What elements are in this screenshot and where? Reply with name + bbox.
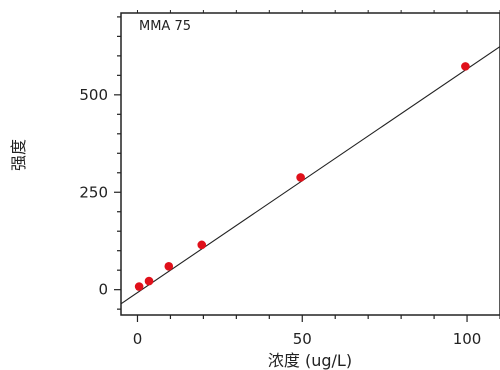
annotation-label: MMA 75 [139, 19, 191, 34]
y-axis-ticks: 0 250 500 [79, 16, 121, 310]
x-tick-label: 100 [453, 330, 482, 348]
y-tick-label: 0 [98, 281, 108, 299]
data-point [144, 276, 154, 286]
plot-frame [120, 12, 500, 316]
x-tick-label: 50 [293, 330, 312, 348]
fit-line [120, 46, 500, 305]
x-axis-ticks: 0 50 100 [133, 315, 500, 348]
fit-layer [120, 46, 500, 305]
y-tick-label: 250 [79, 183, 108, 201]
data-point [197, 240, 207, 250]
data-point [461, 62, 470, 71]
top-axis-ticks [136, 10, 500, 13]
x-tick-label: 0 [133, 330, 143, 348]
y-tick-label: 500 [79, 86, 108, 104]
y-axis-title: 强度 [9, 139, 28, 171]
points-layer [134, 62, 470, 291]
x-axis-title: 浓度 (ug/L) [268, 351, 352, 370]
data-point [134, 282, 144, 291]
data-point [296, 173, 305, 182]
data-point [164, 261, 174, 271]
